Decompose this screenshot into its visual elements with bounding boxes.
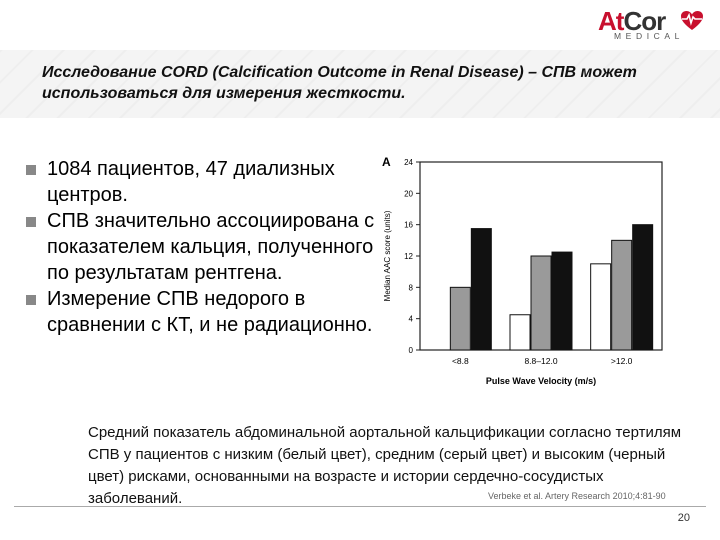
y-tick-label: 0 xyxy=(409,346,414,355)
y-tick-label: 4 xyxy=(409,315,414,324)
x-tick-label: 8.8–12.0 xyxy=(524,356,557,366)
y-tick-label: 12 xyxy=(404,252,413,261)
bullet-text: 1084 пациентов, 47 диализных центров. xyxy=(47,158,335,206)
bullet-square-icon xyxy=(26,165,36,175)
page-number: 20 xyxy=(677,512,690,524)
slide-title: Исследование CORD (Calcification Outcome… xyxy=(42,64,637,102)
bullet-list: 1084 пациентов, 47 диализных центров. СП… xyxy=(26,156,386,338)
bar-medium xyxy=(449,286,471,351)
bar-medium xyxy=(611,239,633,351)
bar-high xyxy=(551,251,573,351)
bar-medium xyxy=(530,255,552,351)
x-tick-label: >12.0 xyxy=(611,356,633,366)
logo-text: AtCor xyxy=(598,6,666,37)
bar-high xyxy=(470,228,492,351)
figure-caption: Средний показатель абдоминальной аорталь… xyxy=(88,424,682,507)
bullet-text: Измерение СПВ недорого в сравнении с КТ,… xyxy=(47,288,373,336)
y-tick-label: 16 xyxy=(404,221,413,230)
chart-svg: A 0 4 8 12 16 20 24 Median AAC score (units) <8.8… xyxy=(382,155,663,386)
logo-main-text: AtCor xyxy=(598,6,666,36)
bullet-text: СПВ значительно ассоциирована с показате… xyxy=(47,210,375,284)
bullet-square-icon xyxy=(26,295,36,305)
aac-chart: A 0 4 8 12 16 20 24 Median AAC score (units) <8.8… xyxy=(376,150,686,420)
x-axis-label: Pulse Wave Velocity (m/s) xyxy=(486,376,596,386)
bullet-square-icon xyxy=(26,217,36,227)
bar-low xyxy=(590,263,612,351)
y-tick-label: 8 xyxy=(409,283,414,292)
heart-icon xyxy=(681,11,703,30)
x-tick-label: <8.8 xyxy=(452,356,469,366)
bar-high xyxy=(632,224,654,351)
y-axis-label: Median AAC score (units) xyxy=(383,210,392,301)
y-tick-label: 24 xyxy=(404,158,413,167)
footer-divider xyxy=(14,506,706,507)
title-band xyxy=(0,50,720,118)
logo-subtext: MEDICAL xyxy=(614,31,684,41)
bullet-item: 1084 пациентов, 47 диализных центров. xyxy=(26,156,386,208)
panel-label: A xyxy=(382,155,391,169)
atcor-logo: AtCor MEDICAL xyxy=(596,6,706,44)
bar-low xyxy=(509,314,531,351)
bullet-item: Измерение СПВ недорого в сравнении с КТ,… xyxy=(26,286,386,338)
y-tick-label: 20 xyxy=(404,189,413,198)
bullet-item: СПВ значительно ассоциирована с показате… xyxy=(26,208,386,286)
citation: Verbeke et al. Artery Research 2010;4:81… xyxy=(488,491,666,501)
